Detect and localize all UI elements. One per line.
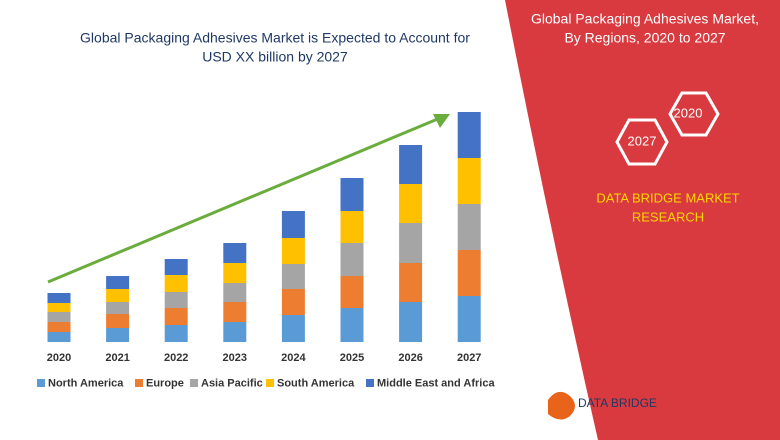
chart-title: Global Packaging Adhesives Market is Exp… [80,30,470,46]
x-tick-label: 2023 [223,352,247,364]
bar-segment [281,238,305,264]
badge-label: 2020 [674,105,703,120]
bar-segment [164,292,188,308]
panel-title: Global Packaging Adhesives Market, [531,11,759,27]
bar-segment [223,322,247,342]
bar-segment [340,211,364,243]
bar-segment [164,259,188,275]
legend-swatch [266,379,274,387]
legend-swatch [366,379,374,387]
x-tick-label: 2026 [398,352,422,364]
chart-title: USD XX billion by 2027 [202,49,348,65]
panel-title: By Regions, 2020 to 2027 [564,30,725,46]
bar-segment [281,211,305,238]
bar-segment [457,296,481,342]
bar-segment [106,289,130,302]
trend-arrow [47,116,441,284]
bar-segment [223,263,247,283]
x-tick-label: 2025 [340,352,364,364]
bar-segment [399,145,423,184]
bar-segment [457,158,481,204]
bar-segment [164,275,188,292]
legend-swatch [37,379,45,387]
bar-segment [281,289,305,315]
bar-segment [47,293,71,303]
bar-segment [457,250,481,296]
bar-segment [340,243,364,276]
bar-segment [223,243,247,263]
legend-label: Europe [146,377,184,389]
bar-segment [223,283,247,302]
bar-segment [399,223,423,263]
bar-segment [457,112,481,158]
bar-segment [47,312,71,322]
brand-text: DATA BRIDGE MARKET [596,190,739,205]
bar-segment [340,178,364,211]
legend-label: Middle East and Africa [377,377,495,389]
bar-segment [281,315,305,342]
logo-text: DATA BRIDGE [578,396,657,410]
x-tick-label: 2021 [105,352,129,364]
bar-segment [340,308,364,342]
bar-segment [47,332,71,342]
plot: 2020 2021 2022 2023 2024 2025 2026 2027 North Am… [37,112,495,389]
hexagon [615,118,669,166]
bar-segment [106,276,130,289]
logo-icon [548,391,575,420]
bar-segment [281,264,305,289]
x-tick-label: 2020 [47,352,71,364]
legend-label: Asia Pacific [201,377,263,389]
bar-segment [164,325,188,342]
hexagon [668,91,720,137]
x-tick-label: 2027 [457,352,481,364]
bar-segment [47,322,71,332]
legend-label: North America [48,377,124,389]
bar-segment [47,303,71,312]
legend-swatch [190,379,198,387]
legend-label: South America [277,377,355,389]
bar-segment [457,204,481,250]
x-tick-label: 2022 [164,352,188,364]
bar-segment [106,314,130,328]
badge-label: 2027 [628,133,657,148]
red-panel [505,0,780,440]
bar-segment [399,302,423,342]
brand-text: RESEARCH [632,209,704,224]
x-tick-label: 2024 [281,352,306,364]
bar-segment [223,302,247,322]
bar-segment [399,184,423,223]
bar-segment [106,302,130,314]
bar-segment [106,328,130,342]
bar-segment [399,263,423,302]
legend-swatch [135,379,143,387]
bar-segment [164,308,188,325]
arrow-head [433,114,450,128]
bar-segment [340,276,364,308]
